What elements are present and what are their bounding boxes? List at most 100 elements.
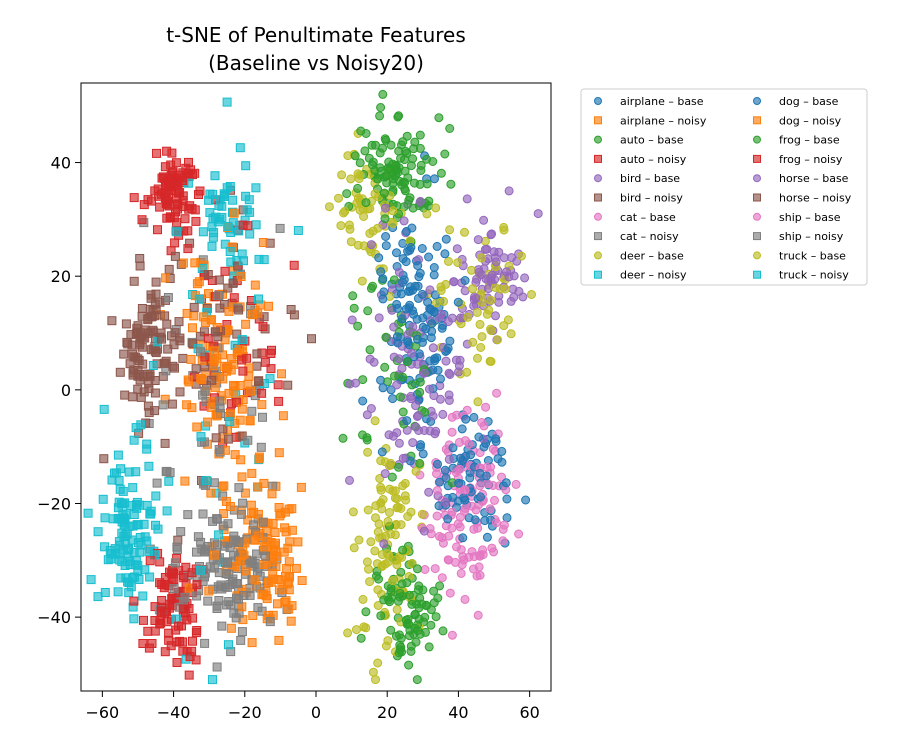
data-point-deer-noisy <box>197 264 207 273</box>
data-point-bird-base <box>425 384 434 394</box>
data-point-bird-noisy <box>168 361 178 371</box>
data-point-auto-noisy <box>195 186 205 196</box>
data-point-cat-noisy <box>227 577 237 587</box>
data-point-auto-base <box>404 660 414 670</box>
data-point-bird-base <box>444 390 454 400</box>
x-tick-label: −20 <box>228 703 262 722</box>
data-point-deer-base <box>475 319 485 329</box>
data-point-bird-base <box>419 526 429 536</box>
data-point-airplane-base <box>461 414 471 424</box>
data-point-deer-base <box>383 549 392 559</box>
data-point-deer-noisy <box>242 205 252 215</box>
data-point-deer-base <box>366 537 376 547</box>
data-point-deer-noisy <box>115 555 125 565</box>
data-point-auto-base <box>374 574 383 584</box>
data-point-auto-noisy <box>160 162 170 172</box>
data-point-airplane-base <box>379 287 389 297</box>
y-axis: −40 −20 0 20 40 <box>37 154 81 627</box>
data-point-auto-noisy <box>160 193 170 203</box>
data-point-cat-noisy <box>199 547 209 557</box>
data-point-airplane-base <box>392 248 401 258</box>
data-point-airplane-base <box>429 307 439 317</box>
data-point-auto-base <box>446 179 456 189</box>
data-point-deer-noisy <box>225 182 235 191</box>
data-point-airplane-noisy <box>268 557 278 567</box>
legend-label: ship – noisy <box>779 230 844 243</box>
data-point-cat-base <box>464 439 474 449</box>
data-point-airplane-noisy <box>275 511 285 521</box>
data-point-deer-noisy <box>113 450 123 460</box>
data-point-auto-noisy <box>138 639 148 648</box>
data-point-cat-base <box>478 545 488 555</box>
data-point-airplane-noisy <box>247 468 257 478</box>
data-point-airplane-base <box>392 332 402 342</box>
data-point-bird-base <box>424 487 434 497</box>
data-point-auto-noisy <box>184 168 193 178</box>
data-point-bird-base <box>413 411 423 420</box>
data-point-cat-noisy <box>215 396 225 406</box>
data-point-auto-noisy <box>175 636 185 646</box>
data-point-airplane-noisy <box>297 576 307 585</box>
data-point-auto-base <box>400 155 409 165</box>
data-point-deer-base <box>388 206 398 216</box>
data-point-airplane-noisy <box>267 489 277 499</box>
data-point-cat-base <box>473 610 483 620</box>
data-point-airplane-noisy <box>280 523 290 533</box>
data-point-airplane-noisy <box>268 568 278 578</box>
data-point-airplane-base <box>458 533 468 543</box>
data-point-deer-base <box>337 170 347 180</box>
x-axis: −60 −40 −20 0 20 40 60 <box>85 691 540 722</box>
data-point-airplane-base <box>491 436 501 446</box>
data-point-airplane-noisy <box>281 596 291 606</box>
data-point-auto-noisy <box>153 225 162 235</box>
data-point-deer-noisy <box>162 506 172 516</box>
data-point-airplane-noisy <box>240 488 250 498</box>
data-point-deer-noisy <box>172 227 182 237</box>
legend-label: deer – noisy <box>620 269 687 282</box>
data-point-airplane-noisy <box>248 611 258 620</box>
data-point-cat-noisy <box>246 558 256 568</box>
data-point-deer-noisy <box>93 592 103 602</box>
data-point-cat-noisy <box>256 442 266 452</box>
data-point-cat-base <box>447 630 457 640</box>
data-point-bird-noisy <box>107 316 117 326</box>
data-point-airplane-noisy <box>186 354 196 364</box>
legend-label: bird – noisy <box>620 192 683 205</box>
data-point-airplane-base <box>407 223 417 233</box>
data-point-bird-base <box>444 454 454 464</box>
data-point-auto-noisy <box>183 226 193 236</box>
data-point-auto-noisy <box>220 266 230 276</box>
data-point-deer-base <box>383 516 393 526</box>
data-point-airplane-base <box>406 243 416 252</box>
x-tick-label: 40 <box>448 703 468 722</box>
data-point-bird-base <box>347 315 357 325</box>
data-point-deer-base <box>371 513 380 523</box>
data-point-deer-noisy <box>146 509 156 519</box>
data-point-bird-base <box>504 186 514 196</box>
data-point-deer-noisy <box>194 294 204 304</box>
legend-label: deer – base <box>620 249 684 262</box>
data-point-cat-noisy <box>212 514 222 524</box>
data-point-airplane-base <box>410 281 420 291</box>
data-point-deer-base <box>365 577 375 587</box>
data-point-auto-base <box>380 134 390 144</box>
data-point-auto-base <box>422 179 432 189</box>
data-point-auto-noisy <box>171 158 181 168</box>
legend-marker <box>594 174 602 183</box>
data-point-bird-base <box>471 293 481 303</box>
data-point-auto-noisy <box>191 628 201 638</box>
data-point-deer-noisy <box>129 435 139 445</box>
data-point-cat-noisy <box>239 591 249 600</box>
data-point-deer-base <box>422 209 432 219</box>
data-point-airplane-base <box>475 468 485 478</box>
data-point-airplane-base <box>398 238 408 248</box>
data-point-airplane-noisy <box>178 258 188 268</box>
data-point-deer-base <box>370 546 380 556</box>
data-point-auto-base <box>431 612 441 622</box>
data-point-bird-base <box>419 368 429 378</box>
data-point-cat-base <box>497 472 506 482</box>
data-point-auto-noisy <box>183 244 193 254</box>
data-point-bird-noisy <box>252 349 262 359</box>
data-point-auto-base <box>355 158 365 168</box>
data-point-deer-base <box>392 494 402 504</box>
